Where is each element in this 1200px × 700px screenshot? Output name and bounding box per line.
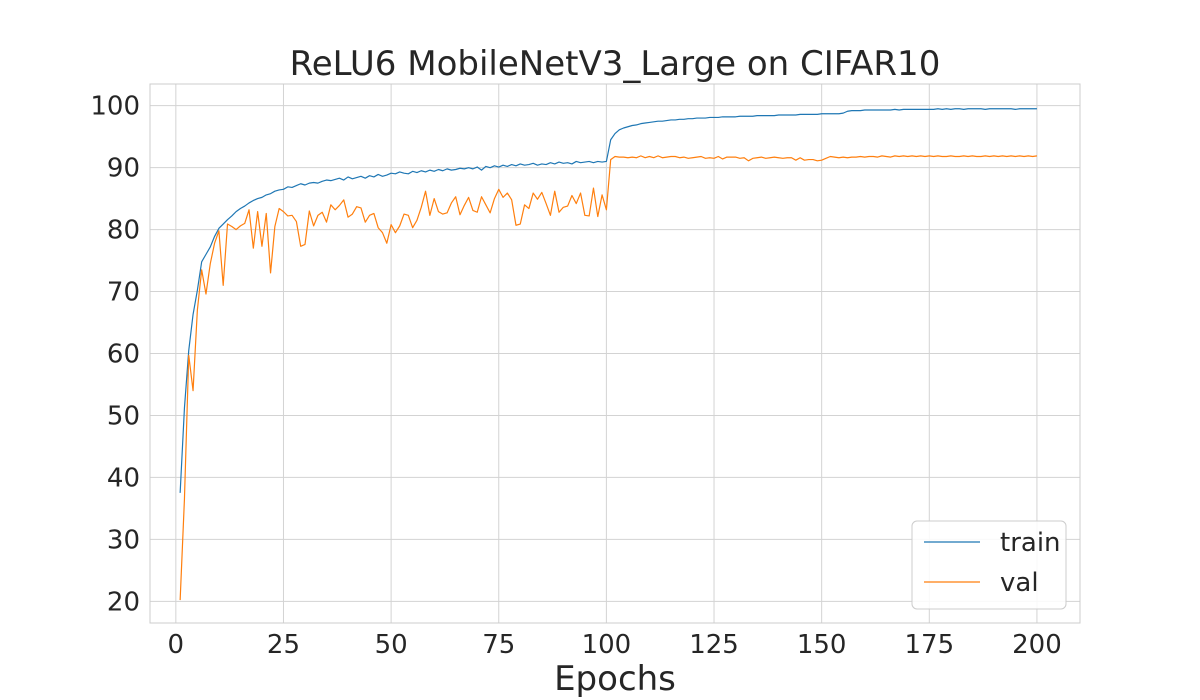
x-tick-label-200: 200 xyxy=(1012,630,1062,660)
y-tick-label-20: 20 xyxy=(107,587,140,617)
y-tick-label-30: 30 xyxy=(107,525,140,555)
y-tick-label-90: 90 xyxy=(107,154,140,184)
series-group xyxy=(179,108,1038,601)
x-tick-label-0: 0 xyxy=(168,630,185,660)
grid xyxy=(150,84,1080,623)
chart-title: ReLU6 MobileNetV3_Large on CIFAR10 xyxy=(290,44,941,84)
y-tick-label-40: 40 xyxy=(107,463,140,493)
tick-labels: 20 30 40 50 60 70 80 90 100 0 25 50 75 100 125 150 175 20… xyxy=(90,92,1061,660)
x-tick-label-50: 50 xyxy=(375,630,408,660)
y-tick-label-60: 60 xyxy=(107,340,140,370)
y-tick-label-80: 80 xyxy=(107,216,140,246)
plot-area-frame xyxy=(149,83,1081,624)
y-tick-label-100: 100 xyxy=(90,92,140,122)
x-tick-label-125: 125 xyxy=(689,630,739,660)
series-line-val xyxy=(179,155,1038,601)
y-tick-label-70: 70 xyxy=(107,278,140,308)
x-tick-label-150: 150 xyxy=(797,630,847,660)
series-line-train xyxy=(179,108,1037,493)
legend-val-label: val xyxy=(1000,568,1039,598)
legend: train val xyxy=(911,520,1067,610)
x-tick-label-100: 100 xyxy=(582,630,632,660)
legend-train-label: train xyxy=(1000,528,1061,558)
y-tick-label-50: 50 xyxy=(107,401,140,431)
x-tick-label-175: 175 xyxy=(904,630,954,660)
x-tick-label-75: 75 xyxy=(482,630,515,660)
x-axis-label: Epochs xyxy=(554,659,676,699)
legend-box xyxy=(911,520,1067,610)
x-tick-label-25: 25 xyxy=(267,630,300,660)
